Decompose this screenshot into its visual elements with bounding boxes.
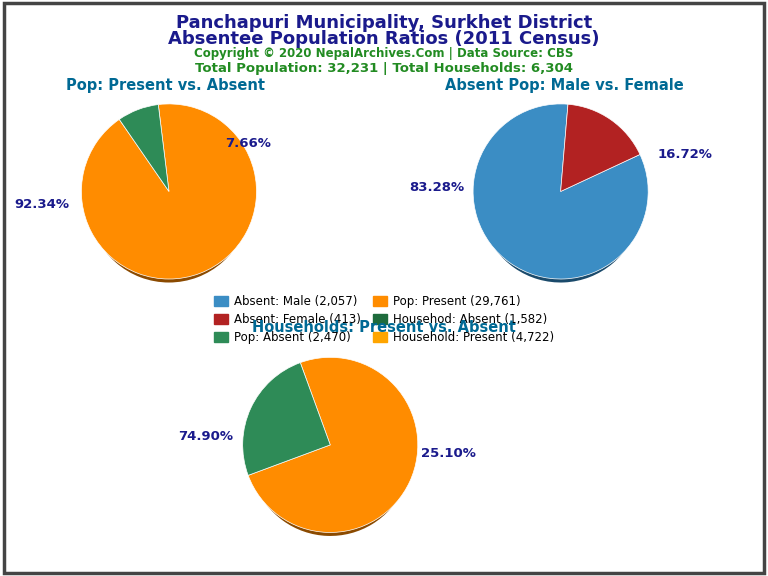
Text: 74.90%: 74.90% <box>178 430 233 442</box>
Wedge shape <box>119 105 169 191</box>
Wedge shape <box>561 122 634 202</box>
Text: 92.34%: 92.34% <box>15 198 70 211</box>
Wedge shape <box>255 375 411 536</box>
Text: Pop: Present vs. Absent: Pop: Present vs. Absent <box>65 78 265 93</box>
Text: 25.10%: 25.10% <box>421 447 476 460</box>
Wedge shape <box>480 122 641 282</box>
Wedge shape <box>250 380 330 483</box>
Wedge shape <box>123 122 169 202</box>
Text: Households: Present vs. Absent: Households: Present vs. Absent <box>252 320 516 335</box>
Text: Total Population: 32,231 | Total Households: 6,304: Total Population: 32,231 | Total Househo… <box>195 62 573 75</box>
Text: Panchapuri Municipality, Surkhet District: Panchapuri Municipality, Surkhet Distric… <box>176 14 592 32</box>
Text: 16.72%: 16.72% <box>657 148 713 161</box>
Wedge shape <box>81 104 257 279</box>
Legend: Absent: Male (2,057), Absent: Female (413), Pop: Absent (2,470), Pop: Present (2: Absent: Male (2,057), Absent: Female (41… <box>210 291 558 348</box>
Text: Absent Pop: Male vs. Female: Absent Pop: Male vs. Female <box>445 78 684 93</box>
Wedge shape <box>243 363 330 475</box>
Wedge shape <box>561 104 640 191</box>
Wedge shape <box>88 122 250 282</box>
Text: Absentee Population Ratios (2011 Census): Absentee Population Ratios (2011 Census) <box>168 30 600 48</box>
Wedge shape <box>248 357 418 532</box>
Text: 83.28%: 83.28% <box>409 181 464 194</box>
Text: 7.66%: 7.66% <box>225 137 270 150</box>
Wedge shape <box>473 104 648 279</box>
Text: Copyright © 2020 NepalArchives.Com | Data Source: CBS: Copyright © 2020 NepalArchives.Com | Dat… <box>194 47 574 60</box>
